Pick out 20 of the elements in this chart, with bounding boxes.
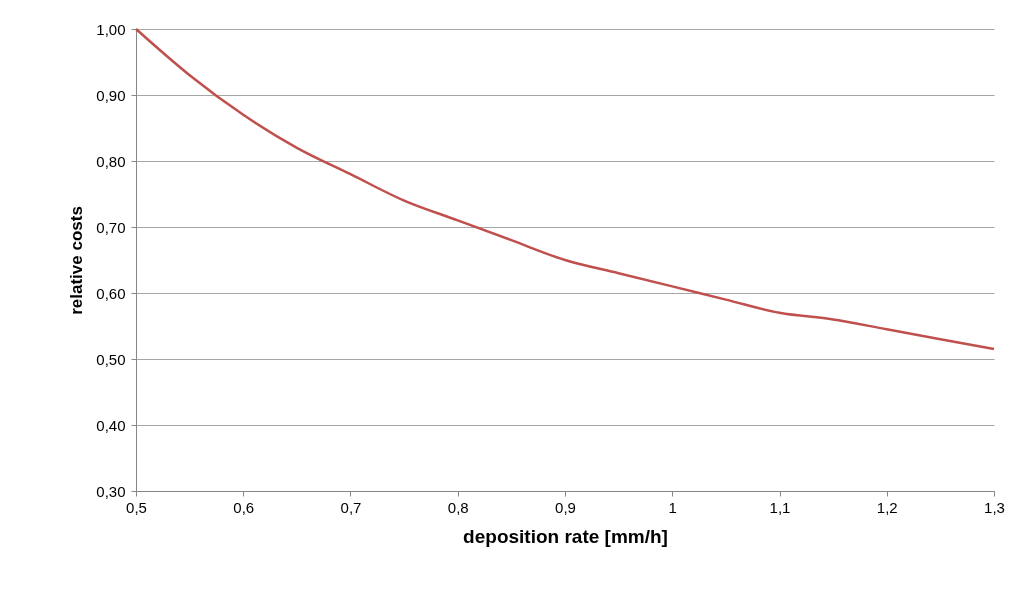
y-tick-label: 0,70 <box>96 218 126 236</box>
y-tick-label: 0,80 <box>96 152 126 170</box>
y-tick-label: 0,60 <box>96 284 126 302</box>
x-tick-label: 0,8 <box>447 498 469 516</box>
x-tick-label: 1,3 <box>984 498 1005 516</box>
y-axis-title: relative costs <box>67 206 87 315</box>
y-tick-label: 1,00 <box>96 20 126 38</box>
x-tick-label: 0,6 <box>233 498 255 516</box>
x-axis-title: deposition rate [mm/h] <box>463 525 668 547</box>
y-tick-label: 0,40 <box>96 416 126 434</box>
x-tick-label: 1 <box>668 498 677 516</box>
y-tick-label: 0,50 <box>96 350 126 368</box>
x-tick-label: 1,2 <box>876 498 898 516</box>
y-tick-label: 0,90 <box>96 86 126 104</box>
line-series <box>134 27 996 351</box>
x-tick-label: 0,7 <box>340 498 362 516</box>
x-tick-label: 1,1 <box>769 498 791 516</box>
y-tick-label: 0,30 <box>96 482 126 500</box>
x-tick-label: 0,5 <box>126 498 147 516</box>
x-tick-label: 0,9 <box>555 498 576 516</box>
